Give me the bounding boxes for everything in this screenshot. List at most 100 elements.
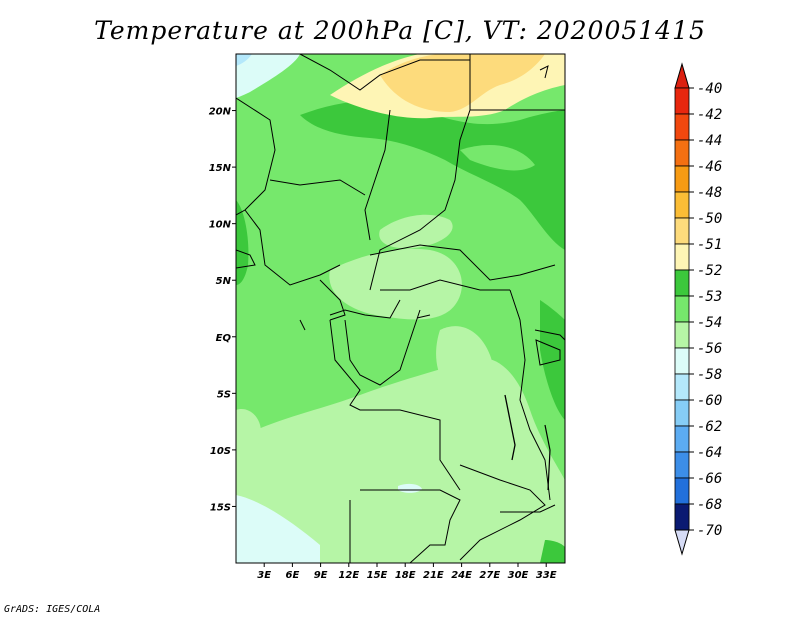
coastline-gulf [236,249,256,269]
colorbar-swatch [674,425,690,453]
field-region-54-south [236,358,565,563]
lon-tick-label: 27E [479,570,500,581]
colorbar-swatch [674,347,690,375]
field-region-54-central [329,248,462,320]
border-uganda-kenya [534,329,565,341]
lat-tick-label: 10N [209,220,232,231]
colorbar-label: -52 [697,263,722,279]
lake-malawi [544,424,551,491]
colorbar-swatch [674,321,690,349]
colorbar-label: -50 [697,211,722,227]
lat-tick-label: 5N [216,276,232,287]
border-zambia-east [500,504,556,513]
field-region-54-east [436,326,493,396]
border-zambia [459,464,546,561]
colorbar-swatch [674,165,690,193]
colorbar-swatch [674,217,690,245]
colorbar-label: -40 [697,81,722,97]
lat-tick-label: 15N [209,163,232,174]
colorbar-swatch [674,139,690,167]
field-region-56-patch [398,483,422,493]
colorbar-label: -51 [697,237,722,253]
lon-tick-label: 33E [536,570,557,581]
colorbar-swatch [674,113,690,141]
colorbar-swatch [674,373,690,401]
field-region-52-west [236,200,249,285]
field-region-54-west-strip [236,409,261,459]
field-region-56-southwest [236,495,320,563]
longitude-ticks: 3E 6E 9E 12E 15E 18E 21E 24E 27E 30E 33E [257,563,557,581]
field-region-52-southeast [540,540,565,563]
colorbar-label: -54 [697,315,722,331]
colorbar-swatch [674,399,690,427]
coastline-gabon [299,319,306,331]
country-borders [236,54,565,563]
colorbar-swatch [674,191,690,219]
lake-tanganyika [504,394,516,461]
border-car-sudan [369,244,556,281]
colorbar-swatch [674,243,690,271]
field-region-53-streak2 [285,143,297,153]
colorbar-label: -66 [697,471,722,487]
river-segment [416,314,431,319]
colorbar-bottom-arrow [674,529,690,556]
border-nigeria-north [269,179,366,196]
border-niger-chad [364,109,391,241]
border-drc-angola [329,319,461,491]
border-car-drc [380,279,510,291]
border-congo [329,299,401,319]
lon-tick-label: 15E [367,570,388,581]
grads-credit: GrADS: IGES/COLA [4,604,101,615]
latitude-ticks: 20N 15N 10N 5N EQ 5S 10S 15S [209,107,236,513]
lake-victoria [535,339,561,366]
colorbar-swatch-deepest [674,503,690,531]
border-angola-namibia [360,489,461,563]
lon-tick-label: 6E [286,570,300,581]
lon-tick-label: 30E [508,570,529,581]
colorbar-label: -56 [697,341,722,357]
lat-tick-label: 15S [210,502,231,513]
field-region-50-north [380,54,545,112]
colorbar-label: -64 [697,445,722,461]
border-cameroon [319,279,346,321]
colorbar-swatch [674,87,690,115]
colorbar-label: -42 [697,107,722,123]
lat-tick-label: 20N [209,107,232,118]
colorbar-label: -53 [697,289,722,305]
colorbar-swatch [674,295,690,323]
lon-tick-label: 12E [338,570,359,581]
coastline-west [236,97,276,216]
coastline-nile [539,65,549,79]
colorbar-label: -46 [697,159,722,175]
field-region-58-corner [236,54,252,66]
lon-tick-label: 9E [314,570,328,581]
colorbar-label: -70 [697,523,722,539]
lon-tick-label: 18E [395,570,416,581]
lon-tick-label: 24E [451,570,472,581]
map-frame [235,53,566,564]
colorbar-label: -68 [697,497,722,513]
colorbar-label: -60 [697,393,722,409]
colorbar-swatch [674,451,690,479]
border-nigeria [244,209,341,286]
colorbar-swatch [674,477,690,505]
lat-tick-label: 10S [210,446,231,457]
border-chad [369,109,471,291]
colorbar-label: -48 [697,185,722,201]
border-east-drc [509,289,551,501]
field-region-56-northwest [236,54,300,98]
field-region-52-east-edge [540,300,565,420]
colorbar-swatch [674,269,690,297]
lat-tick-label: 5S [217,389,231,400]
field-region-53-streak [460,145,535,171]
colorbar-label: -58 [697,367,722,383]
lon-tick-label: 3E [257,570,271,581]
lat-tick-label: EQ [216,333,232,344]
field-region-52-north-band [300,100,565,251]
temperature-field [236,54,565,563]
border-congo-drc [344,309,421,386]
colorbar-label: -44 [697,133,722,149]
map-title: Temperature at 200hPa [C], VT: 202005141… [94,16,706,45]
colorbar-top-arrow [674,62,690,89]
